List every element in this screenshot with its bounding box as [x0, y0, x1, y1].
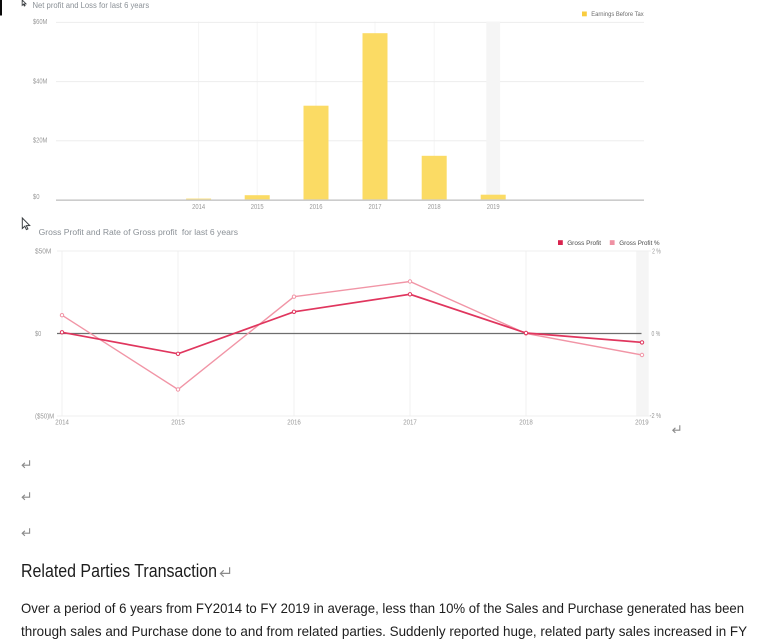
svg-text:$0: $0	[33, 194, 40, 201]
svg-text:-2 %: -2 %	[650, 413, 662, 420]
svg-text:Earnings Before Tax: Earnings Before Tax	[591, 11, 644, 18]
svg-text:2014: 2014	[192, 204, 205, 211]
svg-text:2016: 2016	[310, 204, 323, 211]
svg-text:($50)M: ($50)M	[35, 414, 54, 421]
svg-text:Gross Profit %: Gross Profit %	[619, 240, 659, 247]
svg-text:2019: 2019	[487, 204, 500, 211]
svg-text:2015: 2015	[251, 204, 264, 211]
svg-text:2014: 2014	[55, 419, 69, 426]
svg-text:2018: 2018	[428, 204, 441, 211]
svg-text:2017: 2017	[403, 419, 417, 426]
svg-text:Net profit and Loss for last 6: Net profit and Loss for last 6 years	[33, 0, 150, 10]
svg-text:$0: $0	[35, 331, 41, 338]
svg-text:Gross Profit: Gross Profit	[567, 240, 601, 247]
svg-text:2 %: 2 %	[652, 249, 661, 256]
svg-text:2016: 2016	[287, 419, 301, 426]
svg-text:$60M: $60M	[33, 19, 48, 26]
svg-text:2017: 2017	[369, 204, 382, 211]
svg-text:2018: 2018	[519, 419, 533, 426]
svg-text:$20M: $20M	[33, 138, 48, 145]
svg-text:0 %: 0 %	[652, 331, 661, 338]
svg-text:$50M: $50M	[35, 249, 52, 256]
svg-text:2019: 2019	[635, 419, 649, 426]
svg-text:$40M: $40M	[33, 78, 48, 85]
svg-text:Gross Profit and Rate of Gross: Gross Profit and Rate of Gross profit fo…	[39, 227, 238, 237]
svg-text:2015: 2015	[171, 419, 185, 426]
